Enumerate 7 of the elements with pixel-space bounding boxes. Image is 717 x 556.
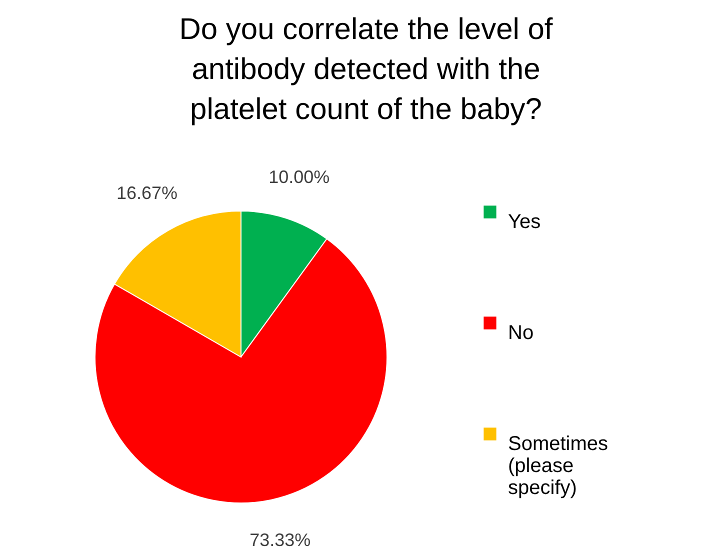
- chart-title: Do you correlate the level of antibody detected with the platelet count of the baby?: [179, 13, 554, 126]
- data-label: 16.67%: [116, 183, 178, 204]
- legend-label: Sometimes (please specify): [508, 433, 608, 499]
- data-label: 73.33%: [250, 530, 311, 550]
- legend-label: Yes: [508, 211, 541, 233]
- legend-label: No: [508, 322, 534, 344]
- data-label: 10.00%: [268, 167, 330, 188]
